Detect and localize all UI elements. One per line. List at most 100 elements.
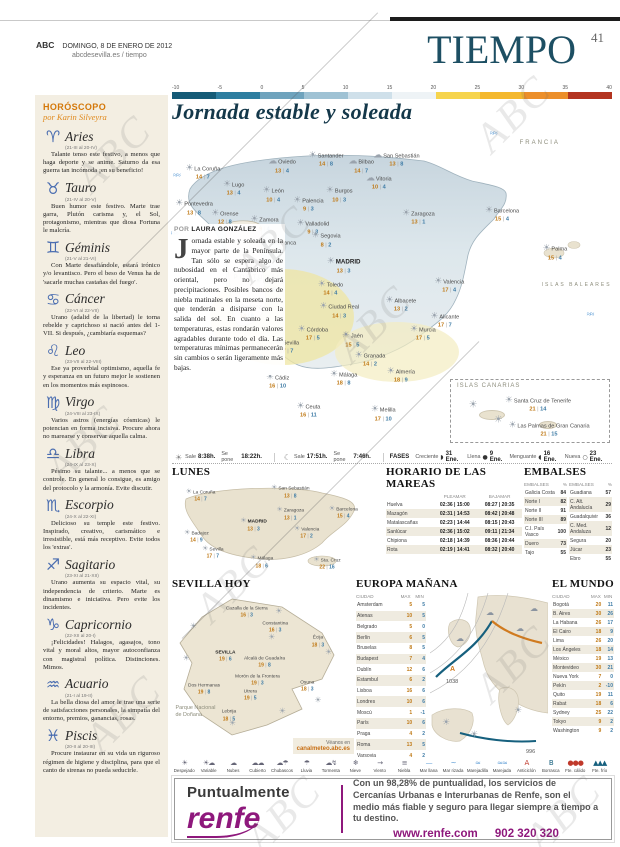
svg-text:☀: ☀ [470, 730, 478, 740]
sign-dates: (21-I al 19-II) [65, 693, 93, 699]
city-min: 4 [382, 184, 386, 191]
map-city: ☀Segovia 82 [311, 225, 340, 248]
byline: POR LAURA GONZÁLEZ [174, 226, 283, 233]
weather-icon: ☀ [265, 372, 274, 383]
weather-icon: ☀ [434, 275, 443, 286]
city-name: Segovia [320, 233, 341, 240]
mundo-row: Los Ángeles 18 14 [552, 645, 614, 654]
canalmeteo-link[interactable]: canalmeteo.abc.es [296, 746, 350, 752]
map-city: ☀Ciudad Real 143 [319, 296, 359, 319]
zodiac-icon: ♒ [45, 674, 61, 694]
weather-icon: ☀ [296, 401, 305, 412]
mundo-city: El Cairo [552, 627, 590, 636]
sign-text: Buen humor este festivo. Marte trae garr… [43, 202, 160, 235]
renfe-url[interactable]: www.renfe.com [393, 827, 478, 840]
mundo-min: 6 [602, 699, 614, 708]
weather-icon: ☀ [185, 487, 192, 496]
mundo-section: EL MUNDO CIUDAD MAX MIN Bogotá 20 11 B. … [552, 578, 614, 735]
city-max: 19 [244, 696, 254, 702]
embalse-name: C. Alt. Andalucía [569, 497, 605, 512]
renfe-phone[interactable]: 902 320 320 [494, 827, 559, 840]
city-max: 18 [312, 642, 322, 648]
col-ciudad: CIUDAD [552, 594, 570, 599]
legend-label: Variable [200, 768, 217, 773]
phase-name: Llena [467, 454, 481, 460]
dropcap: J [174, 233, 189, 265]
moon-icon: ☾ [283, 452, 291, 462]
sign-dates: (24-X al 22-XI) [65, 514, 97, 520]
city-max: 17 [416, 335, 427, 341]
city-name: Écija [312, 636, 324, 642]
abc-logo: ABC [36, 40, 55, 50]
sevilla-section: SEVILLA HOY ☀ ☀ ☀ ☀ ☀ ☀ ☀ ☀ Cazalla de la Sierr… [172, 578, 354, 758]
city-min: 5 [316, 335, 320, 342]
europa-min: 4 [413, 653, 426, 665]
city-min: 4 [505, 216, 509, 223]
renfe-ad[interactable]: Puntualmente renfe Con un 98,28% de punt… [171, 775, 615, 843]
weather-icon: ☀ [250, 553, 257, 562]
map-city: ☀Jaén 155 [342, 325, 363, 348]
phase-date: 31 Ene. [445, 451, 459, 463]
legend-icon: ☀☁ [203, 759, 215, 767]
europa-city: Dublín [357, 666, 372, 673]
map-city: Constantina 163 [262, 611, 288, 634]
embalses-section: EMBALSES EMBALSES% Galicia Costa 84 Nort… [524, 466, 614, 563]
europa-min: 0 [422, 623, 425, 630]
city-max: 16 [300, 413, 311, 419]
europa-min: 5 [422, 602, 425, 609]
horoscope-sign: ♊ Géminis (21-V al 21-VI) Con Marte desa… [43, 238, 160, 287]
europa-row: Praga 4 2 [356, 729, 426, 740]
weather-icon: ☀ [409, 324, 418, 335]
city-min: 5 [253, 695, 257, 702]
mundo-row: Bogotá 20 11 [552, 600, 614, 609]
scale-segment [436, 92, 480, 99]
map-city: ☁San Sebastián 138 [373, 144, 419, 167]
scale-segment [304, 92, 348, 99]
embalse-row: Guadiana 57 [569, 488, 612, 497]
col-min: MIN [415, 594, 424, 599]
mundo-max: 18 [589, 627, 603, 636]
high-pressure-letter: A [450, 666, 455, 673]
city-name: Osuna [300, 680, 315, 686]
city-max: 15 [345, 342, 356, 348]
legend-item: → Viento [368, 759, 392, 773]
city-min: 7 [448, 322, 452, 329]
col-min: MIN [603, 594, 613, 599]
city-name: Zaragoza [411, 211, 435, 218]
sign-text: ¡Felicidades! Halagos, agasajos, tono vi… [43, 639, 160, 671]
scale-tick: 35 [562, 85, 568, 91]
city-name: Santa Cruz de Tenerife [513, 398, 571, 405]
legend-item: — Mar llana [416, 759, 440, 773]
legend-label: Cubierto [249, 768, 266, 773]
col-max: MAX [400, 594, 411, 599]
city-min: 4 [453, 287, 457, 294]
city-min: 8 [267, 663, 271, 670]
horoscope-sign: ♓ Piscis (20-II al 20-III) Procure insta… [43, 726, 160, 775]
map-city: ☁Vitoria 104 [366, 167, 392, 190]
europa-min: -1 [420, 709, 425, 716]
city-max: 18 [223, 716, 233, 722]
sale-label: Sale [293, 454, 305, 460]
weather-icon: ☀ [276, 506, 283, 515]
weather-icon: ☀ [271, 484, 278, 493]
city-name: Palencia [302, 198, 324, 205]
page-number: 41 [591, 30, 604, 45]
legend-icon: A [524, 759, 529, 767]
sign-text: Urano (adalid de la libertad) le torna r… [43, 313, 160, 338]
city-max: 13 [227, 191, 238, 197]
embalse-row: Norte I 82 [524, 497, 567, 506]
legend-icon: ☁☂ [276, 759, 288, 767]
europa-city: Budapest [356, 653, 398, 665]
col-ciudad: CIUDAD [356, 594, 374, 599]
weather-icon: ☀ [354, 349, 363, 360]
phase-icon: ◗ [440, 453, 444, 461]
city-max: 9 [307, 229, 315, 235]
sign-text: Ese ya proverbial optimismo, aquella fe … [43, 365, 160, 389]
city-min: 9 [199, 537, 203, 544]
city-min: 7 [216, 554, 220, 561]
embalse-name: Guadiana [570, 489, 592, 496]
embalse-pct: 55 [605, 555, 611, 562]
zodiac-icon: ♓ [45, 726, 61, 746]
island-shape [539, 420, 558, 429]
